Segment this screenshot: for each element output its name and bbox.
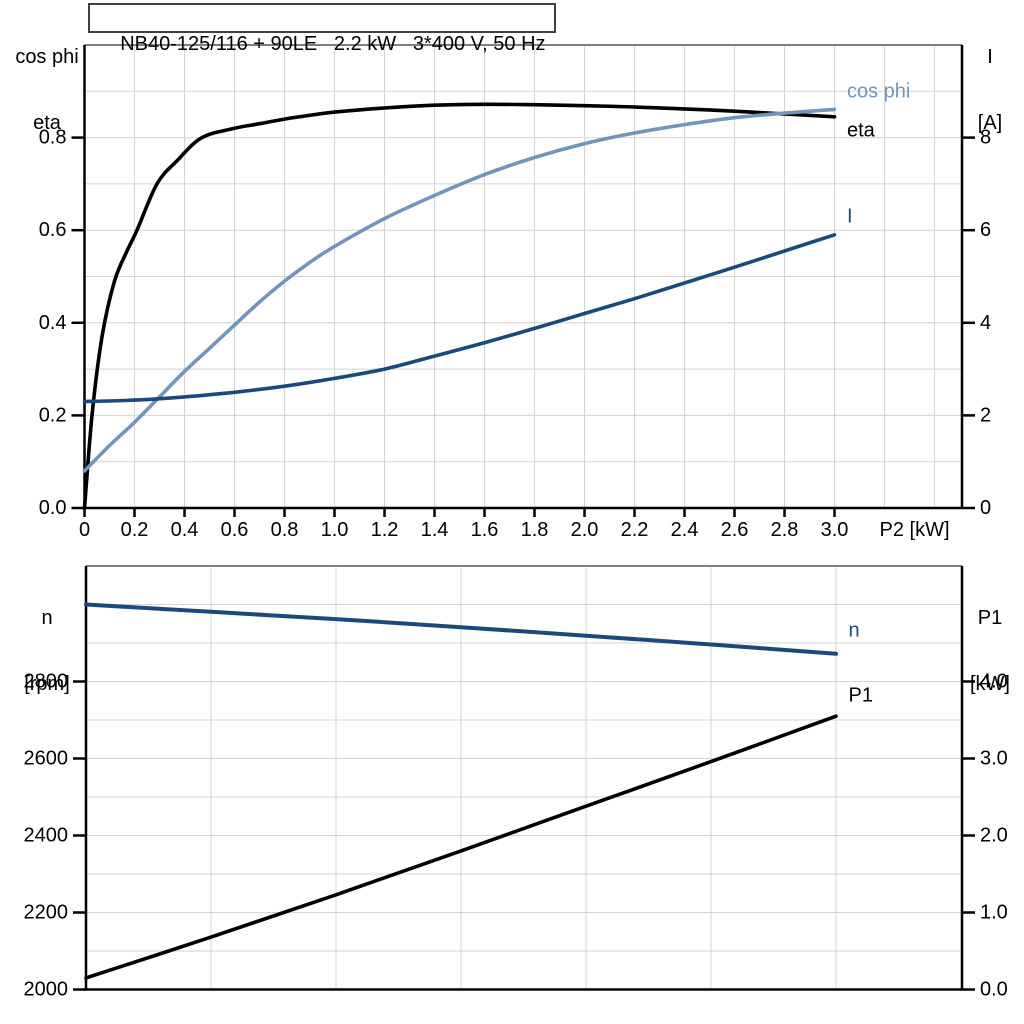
x-axis-tick-label: 0.2 xyxy=(121,519,149,541)
series-cos_phi-label: cos phi xyxy=(847,80,910,102)
x-axis-tick-label: 0 xyxy=(79,519,90,541)
left-axis-tick-label: 0.6 xyxy=(39,219,67,241)
series-cos_phi-curve xyxy=(82,107,837,473)
bottom-left-axis-header: n [rpm] xyxy=(6,563,88,739)
top-right-axis-header-line2: [A] xyxy=(977,112,1003,134)
x-axis-tick-label: 0.4 xyxy=(171,519,199,541)
left-axis-tick-label: 2400 xyxy=(24,825,69,847)
series-I-label: I xyxy=(847,205,853,227)
chart-title: NB40-125/116 + 90LE 2.2 kW 3*400 V, 50 H… xyxy=(120,33,546,55)
left-axis-tick-label: 0.8 xyxy=(39,127,67,149)
x-axis-tick-label: 1.8 xyxy=(521,519,549,541)
series-n-label: n xyxy=(849,620,860,642)
x-axis-tick-label: 2.4 xyxy=(671,519,699,541)
series-eta-curve xyxy=(82,102,837,510)
top-right-axis-header-line1: I xyxy=(987,46,993,68)
bottom-left-axis-header-line2: [rpm] xyxy=(24,673,70,695)
right-axis-tick-label: 2.0 xyxy=(980,825,1008,847)
x-axis-tick-label: 2.0 xyxy=(571,519,599,541)
left-axis-tick-label: 2600 xyxy=(24,748,69,770)
left-axis-tick-label: 0.2 xyxy=(39,404,67,426)
x-axis-tick-label: 2.6 xyxy=(721,519,749,541)
left-axis-tick-label: 0.4 xyxy=(39,312,67,334)
series-P1-curve xyxy=(84,714,838,980)
top-right-axis-header: I [A] xyxy=(962,2,1018,178)
series-I-curve xyxy=(82,233,837,404)
x-axis-tick-label: 0.6 xyxy=(221,519,249,541)
right-axis-tick-label: 3.0 xyxy=(980,748,1008,770)
bottom-right-axis-header-line1: P1 xyxy=(977,607,1003,629)
top-left-axis-header-line1: cos phi xyxy=(15,46,79,68)
left-axis-tick-label: 2000 xyxy=(24,979,69,1001)
series-P1-label: P1 xyxy=(849,684,873,706)
series-eta-label: eta xyxy=(847,120,876,142)
x-axis-tick-label: 2.8 xyxy=(771,519,799,541)
x-axis-tick-label: 1.0 xyxy=(321,519,349,541)
right-axis-tick-label: 2 xyxy=(980,404,991,426)
x-axis-tick-label: 3.0 xyxy=(821,519,849,541)
right-axis-tick-label: 6 xyxy=(980,219,991,241)
chart-title-box: NB40-125/116 + 90LE 2.2 kW 3*400 V, 50 H… xyxy=(88,3,556,55)
x-axis-tick-label: 2.2 xyxy=(621,519,649,541)
left-axis-tick-label: 0.0 xyxy=(39,497,67,519)
bottom-right-axis-header-line2: [kW] xyxy=(970,673,1010,695)
x-axis-title: P2 [kW] xyxy=(880,519,950,541)
right-axis-tick-label: 0.0 xyxy=(980,979,1008,1001)
right-axis-tick-label: 8 xyxy=(980,127,991,149)
x-axis-tick-label: 1.6 xyxy=(471,519,499,541)
right-axis-tick-label: 1.0 xyxy=(980,902,1008,924)
right-axis-tick-label: 0 xyxy=(980,497,991,519)
x-axis-tick-label: 0.8 xyxy=(271,519,299,541)
x-axis-tick-label: 1.2 xyxy=(371,519,399,541)
bottom-right-axis-header: P1 [kW] xyxy=(960,563,1020,739)
left-axis-tick-label: 2800 xyxy=(24,671,69,693)
left-axis-tick-label: 2200 xyxy=(24,902,69,924)
top-left-axis-header: cos phi eta xyxy=(6,2,88,178)
top-left-axis-header-line2: eta xyxy=(33,112,61,134)
right-axis-tick-label: 4 xyxy=(980,312,991,334)
series-n-curve xyxy=(84,602,838,656)
bottom-left-axis-header-line1: n xyxy=(41,607,53,629)
x-axis-tick-label: 1.4 xyxy=(421,519,449,541)
right-axis-tick-label: 4.0 xyxy=(980,671,1008,693)
